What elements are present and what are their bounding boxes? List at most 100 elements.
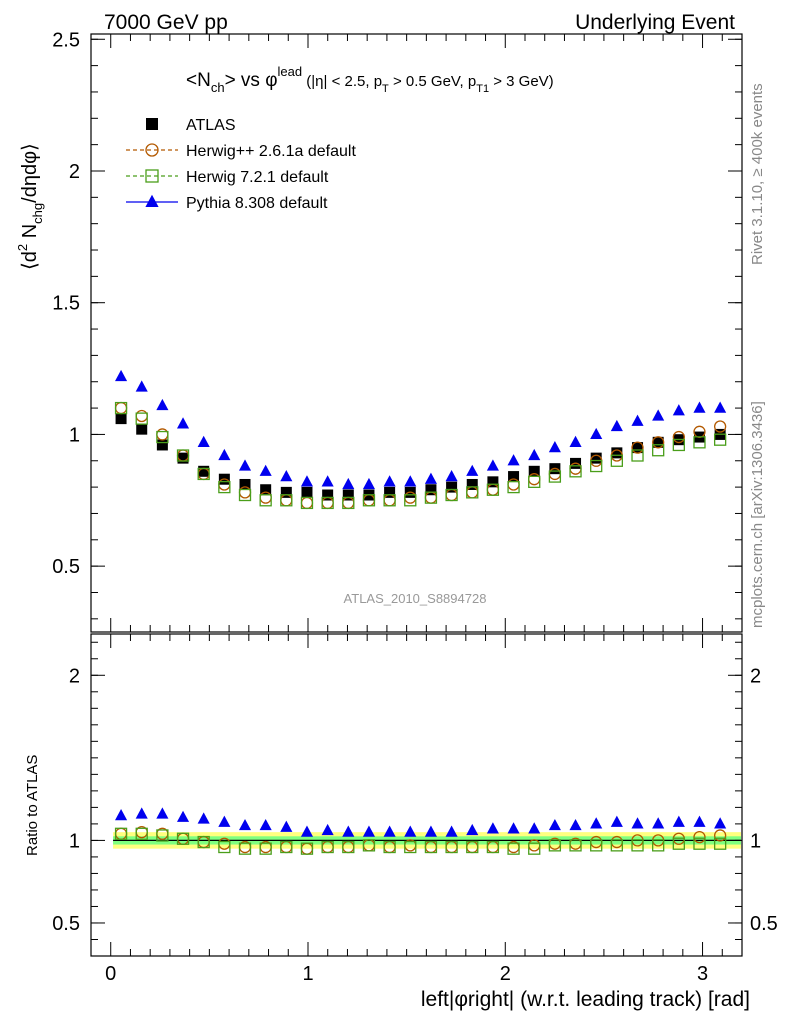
x-tick-label: 3 xyxy=(697,963,708,985)
data-point xyxy=(383,475,396,487)
ratio-data-point xyxy=(342,840,355,854)
legend-label: Herwig++ 2.6.1a default xyxy=(186,143,356,160)
ratio-y-tick-label: 2 xyxy=(69,665,80,687)
ratio-data-point xyxy=(672,815,685,827)
data-point xyxy=(652,436,664,448)
ratio-data-point xyxy=(672,837,685,850)
data-point xyxy=(652,409,665,421)
ratio-data-point xyxy=(610,839,624,852)
header-right: Underlying Event xyxy=(575,11,735,34)
legend-label: Pythia 8.308 default xyxy=(186,195,328,212)
data-point xyxy=(652,444,665,457)
ratio-data-point xyxy=(197,812,210,824)
legend: ATLAS Herwig++ 2.6.1a default Herwig 7.2.1… xyxy=(126,117,356,212)
data-point xyxy=(238,459,252,471)
legend-label: Herwig 7.2.1 default xyxy=(186,169,329,186)
data-point xyxy=(528,475,541,488)
legend-label: ATLAS xyxy=(186,117,236,134)
data-point xyxy=(135,409,148,423)
data-point xyxy=(156,439,168,451)
data-point xyxy=(197,435,210,447)
data-point xyxy=(300,496,314,510)
data-point xyxy=(280,469,293,482)
mcplots-label: mcplots.cern.ch [arXiv:1306.3436] xyxy=(749,401,766,628)
data-point xyxy=(156,398,169,411)
main-title: <Nch> vs φlead (|η| < 2.5, pT > 0.5 GeV,… xyxy=(186,64,554,95)
ratio-data-point xyxy=(466,840,479,854)
legend-entry: Herwig 7.2.1 default xyxy=(126,169,329,186)
data-point xyxy=(507,480,520,494)
data-point xyxy=(218,480,231,494)
ratio-data-point xyxy=(569,818,582,831)
ratio-data-point xyxy=(218,815,231,827)
data-point xyxy=(198,465,210,477)
ratio-ylabel: Ratio to ATLAS xyxy=(24,755,41,856)
data-point xyxy=(321,475,334,487)
data-point xyxy=(135,380,148,392)
ratio-data-point xyxy=(693,830,706,844)
data-point xyxy=(218,448,231,461)
main-ylabel: ⟨d2 Nchg/dηdφ⟩ xyxy=(15,143,45,270)
data-point xyxy=(569,435,582,447)
ratio-data-point xyxy=(714,817,727,829)
ratio-data-point xyxy=(548,818,561,831)
ratio-data-point xyxy=(114,827,128,840)
data-point xyxy=(548,440,561,453)
ratio-data-point xyxy=(652,839,665,852)
x-tick-label: 0 xyxy=(105,963,116,985)
main-ticks: 0.5 1 1.5 2 2.5 xyxy=(52,29,742,632)
ratio-data-point xyxy=(300,842,314,855)
header-left: 7000 GeV pp xyxy=(104,11,228,34)
legend-marker xyxy=(145,194,159,208)
ratio-data-point xyxy=(486,822,499,834)
ratio-data-point xyxy=(569,839,582,852)
data-point xyxy=(652,436,665,449)
ratio-panel: 0.5 0.5 1 1 2 2 0 1 2 3 Ratio to ATLAS left|φrigh… xyxy=(24,633,778,1011)
series-herwig-7-2-1-default xyxy=(114,401,727,510)
data-point xyxy=(342,496,355,510)
y-tick-label: 1.5 xyxy=(52,293,80,315)
data-point xyxy=(672,404,685,416)
data-point xyxy=(135,412,148,425)
main-data-points xyxy=(114,369,727,510)
ratio-data-point xyxy=(135,827,148,840)
data-point xyxy=(508,471,520,483)
ratio-data-point xyxy=(383,840,396,854)
data-point xyxy=(239,478,251,490)
data-point xyxy=(404,475,417,487)
data-point xyxy=(424,491,438,504)
data-point xyxy=(632,442,644,454)
ratio-series-pythia-8-308-default xyxy=(115,807,727,837)
ratio-data-points xyxy=(114,807,727,855)
ratio-data-point xyxy=(259,818,272,831)
data-point xyxy=(548,470,562,483)
ratio-data-point xyxy=(280,820,293,832)
ratio-data-point xyxy=(486,840,500,854)
ratio-data-point xyxy=(259,842,272,855)
data-point xyxy=(177,452,189,464)
ratio-data-point xyxy=(156,807,169,819)
data-point xyxy=(713,420,727,433)
ratio-data-point xyxy=(300,825,314,837)
main-frame xyxy=(90,33,743,633)
data-point xyxy=(301,486,313,498)
ratio-data-point xyxy=(548,839,562,852)
ratio-data-point xyxy=(590,817,603,829)
ratio-data-point xyxy=(197,835,210,849)
legend-marker xyxy=(145,169,159,183)
y-tick-label: 0.5 xyxy=(52,556,80,578)
data-point xyxy=(260,484,272,496)
ratio-data-point xyxy=(713,829,727,842)
ratio-series-herwig-7-2-1-default xyxy=(114,827,727,855)
ratio-data-point xyxy=(362,839,376,852)
y-tick-label: 2.5 xyxy=(52,29,80,51)
data-point xyxy=(590,459,603,473)
ratio-data-point xyxy=(404,825,417,837)
legend-entry: Herwig++ 2.6.1a default xyxy=(126,143,356,160)
ratio-data-point xyxy=(445,840,458,854)
data-point xyxy=(424,472,437,484)
data-point xyxy=(693,401,706,413)
data-point xyxy=(115,413,127,425)
series-atlas xyxy=(115,413,726,501)
data-point xyxy=(176,449,190,462)
